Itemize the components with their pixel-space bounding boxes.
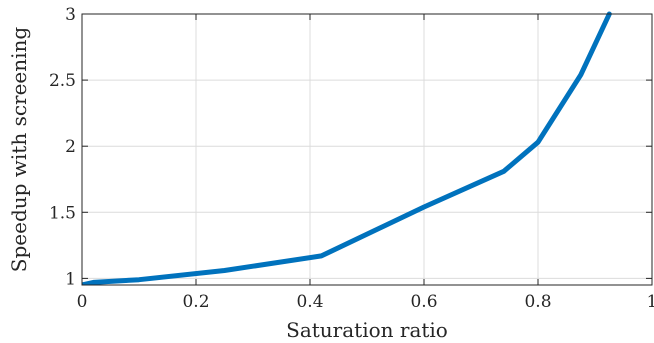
y-tick-label: 3 <box>65 5 76 25</box>
x-tick-label: 1 <box>647 292 654 312</box>
x-axis-label: Saturation ratio <box>286 318 448 342</box>
axes-frame <box>81 13 653 286</box>
x-tick-label: 0.8 <box>524 292 551 312</box>
grid-layer <box>81 13 653 285</box>
series-layer <box>82 11 612 285</box>
tick-layer: 0 0.2 0.4 0.6 0.8 1 1 1.5 2 2.5 3 <box>49 5 654 312</box>
x-tick-label: 0.2 <box>182 292 209 312</box>
y-tick-label: 2.5 <box>49 71 76 91</box>
y-tick-label: 2 <box>65 137 76 157</box>
y-tick-label: 1 <box>65 269 76 289</box>
x-tick-label: 0.6 <box>410 292 437 312</box>
x-tick-label: 0 <box>77 292 88 312</box>
y-tick-label: 1.5 <box>49 203 76 223</box>
y-axis-label: Speedup with screening <box>7 27 31 273</box>
series-line <box>82 11 612 285</box>
x-tick-label: 0.4 <box>296 292 323 312</box>
